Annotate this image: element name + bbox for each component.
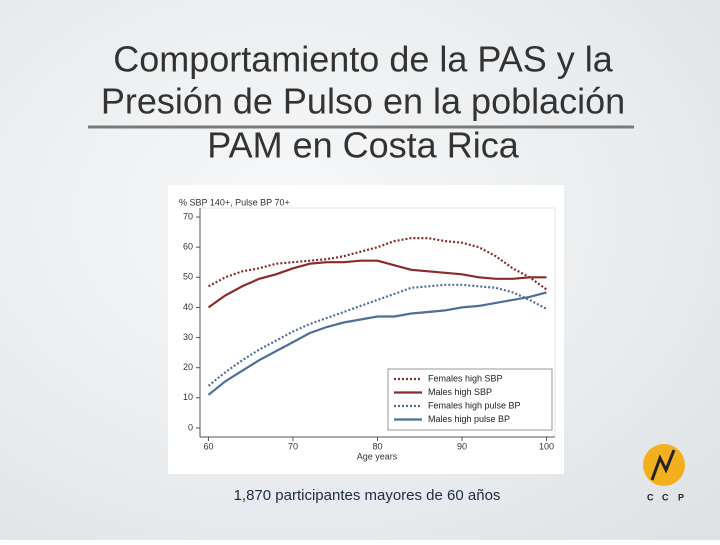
y-tick-label: 30 — [183, 332, 193, 342]
x-tick-label: 90 — [457, 441, 467, 451]
x-tick-label: 70 — [288, 441, 298, 451]
slide-title-line: PAM en Costa Rica — [207, 125, 519, 166]
y-tick-label: 20 — [183, 362, 193, 372]
series-line — [207, 237, 548, 291]
series-line — [207, 291, 547, 396]
x-tick-label: 80 — [372, 441, 382, 451]
y-axis-title: % SBP 140+, Pulse BP 70+ — [179, 197, 290, 207]
y-tick-label: 40 — [183, 302, 193, 312]
logo-letter: C — [647, 492, 654, 502]
legend-label: Females high pulse BP — [428, 400, 521, 410]
x-tick-label: 100 — [539, 441, 554, 451]
legend-label: Males high SBP — [428, 387, 492, 397]
legend-label: Females high SBP — [428, 373, 503, 383]
y-tick-label: 0 — [188, 422, 193, 432]
slide-title-line: Comportamiento de la PAS y la — [113, 39, 614, 80]
y-tick-label: 50 — [183, 272, 193, 282]
y-tick-label: 70 — [183, 211, 193, 221]
y-tick-label: 10 — [183, 392, 193, 402]
x-tick-label: 60 — [203, 441, 213, 451]
logo-letter: P — [678, 492, 684, 502]
y-tick-label: 60 — [183, 242, 193, 252]
series-line — [207, 283, 548, 387]
slide-title-line: Presión de Pulso en la población — [101, 81, 625, 122]
logo-figure — [650, 449, 676, 481]
legend-label: Males high pulse BP — [428, 414, 510, 424]
x-axis-title: Age years — [357, 451, 398, 461]
caption: 1,870 participantes mayores de 60 años — [234, 487, 501, 504]
logo-letter: C — [662, 492, 669, 502]
logo: C C P — [643, 444, 685, 502]
series-line — [207, 259, 547, 309]
